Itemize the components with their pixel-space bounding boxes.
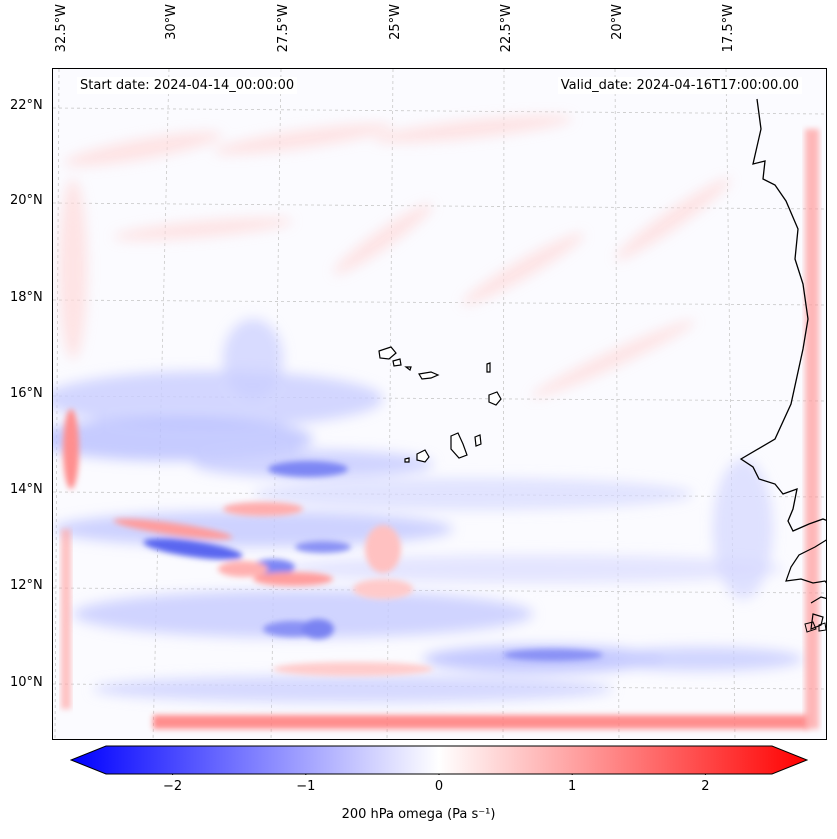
fogo	[416, 449, 430, 463]
santiago	[450, 432, 468, 459]
bottom-boundary-band	[153, 715, 808, 729]
positive-omega-streaks	[59, 115, 731, 398]
colorbar-body	[70, 745, 808, 775]
lat-tick-16N: 16°N	[10, 386, 43, 401]
colorbar-label: 200 hPa omega (Pa s⁻¹)	[341, 807, 496, 822]
lon-tick-27.5W: 27.5°W	[276, 4, 291, 53]
maio	[474, 434, 482, 447]
omega-field-map	[53, 69, 826, 739]
sal	[486, 362, 491, 373]
negative-omega-bands	[53, 319, 803, 703]
colorbar-tick-label: −2	[163, 779, 183, 794]
left-boundary-band	[61, 529, 71, 709]
lat-tick-12N: 12°N	[10, 578, 43, 593]
colorbar	[70, 745, 808, 775]
lon-tick-22.5W: 22.5°W	[499, 4, 514, 53]
brava	[404, 457, 410, 463]
bijagos-islands	[804, 621, 826, 633]
lon-tick-30W: 30°W	[164, 4, 179, 40]
lon-tick-32.5W: 32.5°W	[54, 4, 69, 53]
colorbar-tick-label: −1	[296, 779, 316, 794]
lon-tick-17.5W: 17.5°W	[721, 4, 736, 53]
sao-vicente	[392, 358, 402, 367]
start-date-label: Start date: 2024-04-14_00:00:00	[77, 77, 298, 94]
right-boundary-band	[805, 129, 819, 729]
colorbar-tick-label: 2	[701, 779, 710, 794]
lon-tick-25W: 25°W	[388, 4, 403, 40]
santa-luzia	[404, 366, 412, 371]
colorbar-tick-label: 0	[434, 779, 444, 794]
lat-tick-18N: 18°N	[10, 290, 43, 305]
lat-tick-22N: 22°N	[10, 98, 43, 113]
lat-tick-14N: 14°N	[10, 482, 43, 497]
lon-tick-20W: 20°W	[610, 4, 625, 40]
map-panel[interactable]: Start date: 2024-04-14_00:00:00 Valid_da…	[52, 68, 827, 740]
cape-verde-islands	[378, 346, 502, 463]
lat-tick-10N: 10°N	[10, 675, 43, 690]
valid-date-label: Valid_date: 2024-04-16T17:00:00.00	[557, 77, 802, 94]
santo-antao	[378, 346, 397, 360]
lat-tick-20N: 20°N	[10, 193, 43, 208]
colorbar-ticks	[172, 774, 706, 775]
strong-omega-cells	[63, 409, 603, 676]
west-africa-coastline	[739, 98, 826, 532]
senegal-gambia-coast	[785, 539, 826, 630]
colorbar-tick-label: 1	[568, 779, 577, 794]
sao-nicolau	[418, 371, 440, 380]
boa-vista	[488, 391, 502, 406]
